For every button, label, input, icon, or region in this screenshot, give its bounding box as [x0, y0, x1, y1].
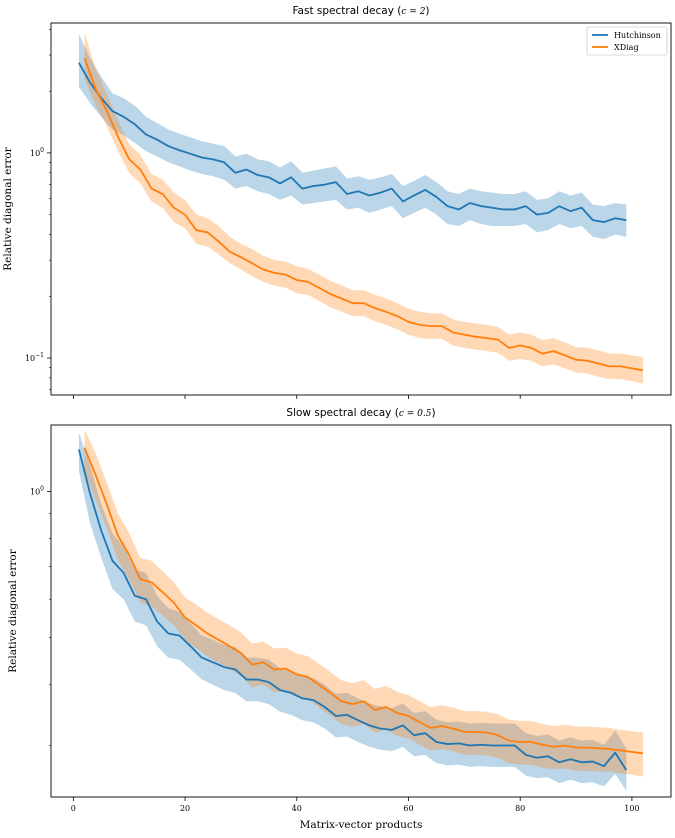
top-y-tick-exp: 0 — [40, 147, 44, 154]
top-y-tick-base: 10 — [30, 149, 40, 158]
top-y-tick-label: 100 — [30, 147, 44, 158]
bottom-panel: Slow spectral decay (c = 0.5) Relative di… — [7, 407, 672, 831]
top-hutchinson-line — [78, 62, 627, 223]
bottom-x-axis-label: Matrix-vector products — [300, 819, 423, 831]
top-axes-frame — [50, 22, 672, 396]
top-y-tick-label: 10−1 — [25, 352, 44, 363]
top-plot-area — [78, 31, 644, 384]
top-panel: Fast spectral decay (c = 2) Relative diag… — [2, 5, 672, 399]
top-hutchinson-band — [78, 34, 627, 240]
bottom-axes-frame — [50, 424, 672, 798]
top-legend: Hutchinson XDiag — [586, 26, 668, 56]
bottom-chart-title: Slow spectral decay (c = 0.5) — [286, 407, 435, 419]
top-title-math: c = 2 — [401, 7, 425, 17]
bottom-x-tick-label: 100 — [624, 804, 639, 813]
bottom-title-text: Slow spectral decay ( — [286, 407, 398, 419]
top-y-axis-label: Relative diagonal error — [2, 146, 14, 270]
bottom-xdiag-band — [84, 429, 644, 777]
bottom-y-tick-exp: 0 — [40, 485, 44, 492]
bottom-hutchinson-line — [78, 449, 628, 771]
bottom-x-tick-label: 40 — [292, 804, 302, 813]
top-legend-label-hutchinson: Hutchinson — [614, 31, 661, 40]
top-y-tick-exp: −1 — [35, 352, 44, 359]
top-legend-label-xdiag: XDiag — [614, 43, 639, 52]
top-title-text: Fast spectral decay ( — [292, 5, 401, 17]
bottom-x-tick-label: 20 — [180, 804, 190, 813]
bottom-y-axis-label: Relative diagonal error — [7, 548, 19, 672]
top-xdiag-line — [83, 57, 644, 372]
bottom-hutchinson-band — [78, 432, 627, 791]
bottom-title-math: c = 0.5 — [399, 409, 432, 419]
top-chart-title: Fast spectral decay (c = 2) — [292, 5, 429, 17]
bottom-title-suffix: ) — [431, 407, 435, 419]
top-title-suffix: ) — [425, 5, 429, 17]
bottom-y-tick-label: 100 — [30, 485, 44, 496]
bottom-plot-area — [78, 429, 644, 791]
bottom-x-tick-label: 80 — [515, 804, 525, 813]
bottom-xdiag-line — [83, 447, 644, 755]
top-y-tick-base: 10 — [25, 354, 35, 363]
bottom-y-tick-base: 10 — [30, 487, 40, 496]
top-legend-box — [586, 26, 668, 56]
top-xdiag-band — [84, 31, 644, 384]
bottom-x-tick-label: 60 — [403, 804, 413, 813]
bottom-x-tick-label: 0 — [71, 804, 76, 813]
